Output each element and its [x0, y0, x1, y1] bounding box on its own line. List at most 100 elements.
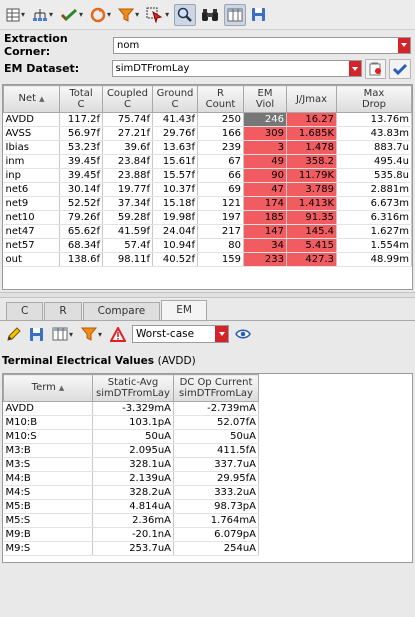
pencil-icon[interactable]	[4, 323, 23, 345]
save-icon[interactable]	[249, 4, 268, 26]
table-row[interactable]: Ibias 53.23f 39.6f 13.63f 239 3 1.478 88…	[3, 140, 412, 155]
chevron-down-icon[interactable]	[398, 37, 410, 53]
worst-case-select[interactable]: Worst-case	[132, 325, 230, 343]
ground-c-cell: 10.37f	[152, 182, 198, 197]
total-c-cell: 117.2f	[59, 112, 103, 127]
table-row[interactable]: M10:B 103.1pA 52.07fA	[3, 415, 259, 430]
sort-ascending-icon: ▲	[58, 384, 65, 392]
total-c-cell: 68.34f	[59, 238, 103, 253]
hierarchy-icon[interactable]: ▾	[30, 4, 55, 26]
check-dataset-icon[interactable]	[389, 58, 411, 79]
dc-op-current-cell: 50uA	[173, 429, 259, 444]
grid-settings-icon[interactable]: ▾	[4, 4, 27, 26]
table-row[interactable]: net47 65.62f 41.59f 24.04f 217 147 145.4…	[3, 224, 412, 239]
table-row[interactable]: net57 68.34f 57.4f 10.94f 80 34 5.415 1.…	[3, 238, 412, 253]
table-row[interactable]: inp 39.45f 23.88f 15.57f 66 90 11.79K 53…	[3, 168, 412, 183]
column-header-total-c[interactable]: Total C	[59, 85, 103, 113]
total-c-cell: 39.45f	[59, 168, 103, 183]
table-row[interactable]: net6 30.14f 19.77f 10.37f 69 47 3.789 2.…	[3, 182, 412, 197]
chevron-down-icon[interactable]	[348, 61, 361, 76]
table-row[interactable]: net9 52.52f 37.34f 15.18f 121 174 1.413K…	[3, 196, 412, 211]
j-jmax-cell: 5.415	[286, 238, 337, 253]
sort-ascending-icon: ▲	[39, 95, 45, 103]
j-jmax-cell: 1.685K	[286, 126, 337, 141]
table-row[interactable]: AVSS 56.97f 27.21f 29.76f 166 309 1.685K…	[3, 126, 412, 141]
dc-op-current-cell: 6.079pA	[173, 527, 259, 542]
column-header-j-jmax[interactable]: J/Jmax	[286, 85, 337, 113]
column-header-r-count[interactable]: R Count	[197, 85, 244, 113]
em-viol-cell: 174	[243, 196, 287, 211]
table-row[interactable]: M10:S 50uA 50uA	[3, 429, 259, 444]
table-row[interactable]: out 138.6f 98.11f 40.52f 159 233 427.3 4…	[3, 252, 412, 267]
table-row[interactable]: M9:S 253.7uA 254uA	[3, 541, 259, 556]
j-jmax-cell: 1.478	[286, 140, 337, 155]
r-count-cell: 250	[197, 112, 244, 127]
table-row[interactable]: inm 39.45f 23.84f 15.61f 67 49 358.2 495…	[3, 154, 412, 169]
column-header-term[interactable]: Term ▲	[3, 374, 93, 402]
load-dataset-icon[interactable]	[364, 58, 387, 79]
table-row[interactable]: AVDD -3.329mA -2.739mA	[3, 401, 259, 416]
panel-splitter[interactable]	[0, 292, 415, 298]
table-row[interactable]: M4:S 328.2uA 333.2uA	[3, 485, 259, 500]
filter-icon[interactable]: ▾	[116, 4, 141, 26]
binoculars-icon[interactable]	[199, 4, 221, 26]
static-avg-cell: 2.36mA	[92, 513, 174, 528]
net-cell: net6	[3, 182, 60, 197]
max-drop-cell: 883.7u	[336, 140, 412, 155]
save-icon[interactable]	[27, 323, 46, 345]
table-row[interactable]: AVDD 117.2f 75.74f 41.43f 250 246 16.27 …	[3, 112, 412, 127]
table-row[interactable]: M4:B 2.139uA 29.95fA	[3, 471, 259, 486]
table-row[interactable]: M9:B -20.1nA 6.079pA	[3, 527, 259, 542]
chevron-down-icon[interactable]	[215, 326, 229, 342]
tab-r[interactable]: R	[44, 302, 82, 320]
ground-c-cell: 19.98f	[152, 210, 198, 225]
term-cell: M10:B	[3, 415, 93, 430]
tab-em[interactable]: EM	[161, 300, 207, 320]
em-dataset-select[interactable]: simDTFromLay	[111, 60, 362, 77]
max-drop-cell: 495.4u	[336, 154, 412, 169]
refresh-icon[interactable]: ▾	[88, 4, 113, 26]
dc-op-current-cell: 1.764mA	[173, 513, 259, 528]
static-avg-cell: -20.1nA	[92, 527, 174, 542]
table-row[interactable]: M3:S 328.1uA 337.7uA	[3, 457, 259, 472]
warning-icon[interactable]	[108, 323, 128, 345]
r-count-cell: 239	[197, 140, 244, 155]
eye-icon[interactable]	[233, 323, 253, 345]
r-count-cell: 217	[197, 224, 244, 239]
terminal-table-header: Term ▲ Static-Avg simDTFromLay DC Op Curre…	[3, 374, 259, 402]
column-header-max-drop[interactable]: Max Drop	[336, 85, 412, 113]
em-viol-cell[interactable]: 246	[243, 112, 287, 127]
max-drop-cell: 535.8u	[336, 168, 412, 183]
max-drop-cell: 2.881m	[336, 182, 412, 197]
j-jmax-cell: 358.2	[286, 154, 337, 169]
column-header-static-avg[interactable]: Static-Avg simDTFromLay	[92, 374, 174, 402]
column-header-ground-c[interactable]: Ground C	[152, 85, 198, 113]
coupled-c-cell: 23.84f	[102, 154, 153, 169]
column-header-net[interactable]: Net ▲	[3, 85, 60, 113]
dc-op-current-cell: 333.2uA	[173, 485, 259, 500]
em-viol-cell: 309	[243, 126, 287, 141]
em-viol-cell: 3	[243, 140, 287, 155]
r-count-cell: 69	[197, 182, 244, 197]
static-avg-cell: 328.1uA	[92, 457, 174, 472]
columns-icon[interactable]	[224, 3, 247, 26]
tab-c[interactable]: C	[6, 302, 44, 320]
check-icon[interactable]: ▾	[58, 4, 85, 26]
columns-icon[interactable]: ▾	[50, 323, 75, 345]
tab-compare[interactable]: Compare	[82, 302, 161, 320]
table-row[interactable]: M5:B 4.814uA 98.73pA	[3, 499, 259, 514]
column-header-coupled-c[interactable]: Coupled C	[102, 85, 153, 113]
extraction-corner-select[interactable]: nom	[113, 36, 411, 54]
zoom-icon[interactable]	[174, 3, 197, 26]
filter-icon[interactable]: ▾	[79, 323, 104, 345]
ground-c-cell: 24.04f	[152, 224, 198, 239]
term-cell: M4:B	[3, 471, 93, 486]
column-header-dc-op-current[interactable]: DC Op Current simDTFromLay	[173, 374, 259, 402]
extraction-corner-label: Extraction Corner:	[4, 32, 68, 58]
table-row[interactable]: net10 79.26f 59.28f 19.98f 197 185 91.35…	[3, 210, 412, 225]
select-cursor-icon[interactable]: ▾	[144, 4, 171, 26]
static-avg-cell: 253.7uA	[92, 541, 174, 556]
table-row[interactable]: M5:S 2.36mA 1.764mA	[3, 513, 259, 528]
table-row[interactable]: M3:B 2.095uA 411.5fA	[3, 443, 259, 458]
column-header-em-viol[interactable]: EM Viol	[243, 85, 287, 113]
